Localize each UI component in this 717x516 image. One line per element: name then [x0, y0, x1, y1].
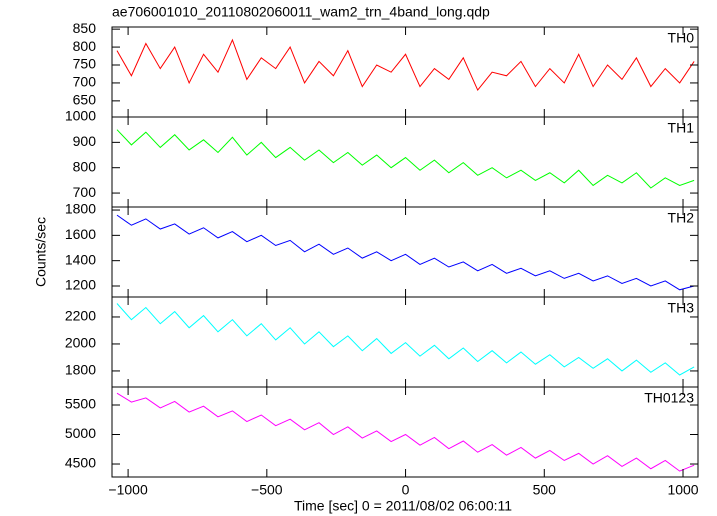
x-tick-label: −1000 [108, 482, 148, 498]
x-axis-label: Time [sec] 0 = 2011/08/02 06:00:11 [294, 498, 512, 514]
y-tick-label: 1800 [65, 362, 96, 378]
series-label: TH3 [668, 300, 695, 316]
y-tick-label: 650 [73, 92, 97, 108]
y-tick-label: 1600 [65, 226, 96, 242]
y-tick-label: 4500 [65, 455, 96, 471]
x-tick-label: −500 [251, 482, 283, 498]
y-tick-label: 5500 [65, 396, 96, 412]
y-tick-label: 1200 [65, 277, 96, 293]
y-tick-label: 700 [73, 74, 97, 90]
y-tick-label: 2000 [65, 335, 96, 351]
y-tick-label: 1800 [65, 201, 96, 217]
y-tick-label: 1400 [65, 251, 96, 267]
chart-title: ae706001010_20110802060011_wam2_trn_4ban… [112, 4, 490, 20]
y-tick-label: 2200 [65, 308, 96, 324]
y-tick-label: 1000 [65, 108, 96, 124]
y-tick-label: 800 [73, 158, 97, 174]
y-tick-label: 750 [73, 56, 97, 72]
panel-frame [111, 386, 699, 478]
series-line [116, 38, 695, 92]
panel-frame [111, 116, 699, 208]
y-axis-label: Counts/sec [33, 217, 49, 287]
y-tick-label: 700 [73, 184, 97, 200]
series-line [116, 392, 695, 472]
panel-frame [111, 206, 699, 298]
panel-frame [111, 296, 699, 388]
panel-frame [111, 26, 699, 118]
series-line [116, 214, 695, 291]
x-tick-label: 1000 [667, 482, 698, 498]
y-tick-label: 900 [73, 133, 97, 149]
series-line [116, 303, 695, 376]
series-label: TH0 [668, 30, 695, 46]
y-tick-label: 850 [73, 20, 97, 36]
x-tick-label: 0 [402, 482, 410, 498]
series-label: TH0123 [644, 390, 694, 406]
series-line [116, 129, 695, 189]
series-label: TH1 [668, 120, 695, 136]
y-tick-label: 5000 [65, 425, 96, 441]
y-tick-label: 800 [73, 38, 97, 54]
x-tick-label: 500 [533, 482, 557, 498]
series-label: TH2 [668, 210, 695, 226]
